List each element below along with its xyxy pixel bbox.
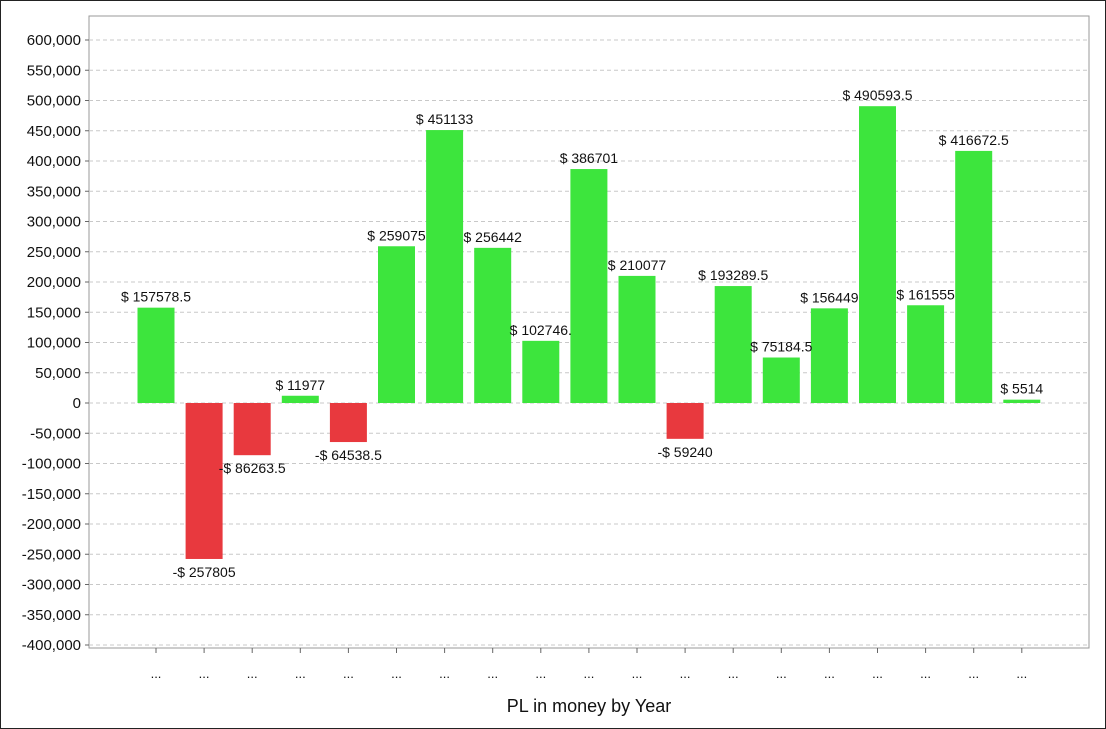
bar xyxy=(1003,399,1041,403)
bar-value-label: $ 451133 xyxy=(416,111,474,127)
bar-value-label: -$ 64538.5 xyxy=(315,447,382,463)
bar xyxy=(810,308,848,403)
bar xyxy=(714,286,752,403)
x-category-label: ... xyxy=(776,666,787,681)
y-tick-label: 150,000 xyxy=(27,304,81,321)
y-tick-label: 500,000 xyxy=(27,93,81,110)
bar-value-label: $ 259075 xyxy=(367,227,426,243)
bar-value-label: $ 5514 xyxy=(1000,381,1043,397)
bar-value-label: $ 157578.5 xyxy=(121,289,191,305)
bar xyxy=(618,275,656,403)
x-category-label: ... xyxy=(632,666,643,681)
x-category-label: ... xyxy=(199,666,210,681)
bar xyxy=(907,305,945,403)
y-tick-label: 0 xyxy=(73,395,81,412)
bar xyxy=(762,357,800,403)
bar-value-label: $ 75184.5 xyxy=(750,339,812,355)
y-tick-label: -100,000 xyxy=(22,456,81,473)
x-category-label: ... xyxy=(439,666,450,681)
y-tick-label: -200,000 xyxy=(22,516,81,533)
bars xyxy=(137,106,1041,559)
x-category-label: ... xyxy=(247,666,258,681)
y-tick-label: -150,000 xyxy=(22,486,81,503)
x-category-label: ... xyxy=(391,666,402,681)
data-labels: $ 157578.5 -$ 257805 -$ 86263.5 $ 11977 -$ 6… xyxy=(121,87,1043,580)
bar xyxy=(185,403,223,559)
bar-value-label: $ 256442 xyxy=(463,229,522,245)
x-category-label: ... xyxy=(968,666,979,681)
x-category-label: ... xyxy=(1016,666,1027,681)
x-category-label: ... xyxy=(151,666,162,681)
y-tick-label: -50,000 xyxy=(30,425,81,442)
x-category-label: ... xyxy=(920,666,931,681)
bar-value-label: -$ 86263.5 xyxy=(219,460,286,476)
x-category-label: ... xyxy=(535,666,546,681)
bar xyxy=(233,403,271,456)
bar xyxy=(955,150,993,403)
bar xyxy=(329,403,367,443)
y-tick-label: -250,000 xyxy=(22,546,81,563)
x-category-label: ... xyxy=(487,666,498,681)
bar-value-label: $ 416672.5 xyxy=(939,132,1009,148)
x-category-label: ... xyxy=(680,666,691,681)
y-tick-label: 400,000 xyxy=(27,153,81,170)
x-category-label: ... xyxy=(824,666,835,681)
bar-value-label: $ 161555 xyxy=(896,286,955,302)
x-category-label: ... xyxy=(583,666,594,681)
x-category-label: ... xyxy=(728,666,739,681)
y-axis-ticks: -400,000 -350,000 -300,000 -250,000 -200,000… xyxy=(22,32,89,654)
y-tick-label: 600,000 xyxy=(27,32,81,49)
bar xyxy=(378,246,415,403)
y-tick-label: 100,000 xyxy=(27,335,81,352)
bar-value-label: -$ 59240 xyxy=(657,444,712,460)
bar xyxy=(474,247,512,403)
x-axis-categories: ........................................… xyxy=(151,648,1027,681)
bar-value-label: $ 11977 xyxy=(276,377,326,393)
y-tick-label: -350,000 xyxy=(22,607,81,624)
y-tick-label: -400,000 xyxy=(22,637,81,654)
bar-value-label: $ 193289.5 xyxy=(698,267,768,283)
y-tick-label: 300,000 xyxy=(27,214,81,231)
bar-value-label: $ 156449 xyxy=(800,289,859,305)
bar xyxy=(666,403,704,439)
y-tick-label: 50,000 xyxy=(35,365,81,382)
x-category-label: ... xyxy=(872,666,883,681)
y-tick-label: 550,000 xyxy=(27,62,81,79)
bar-value-label: $ 102746. xyxy=(510,322,572,338)
x-category-label: ... xyxy=(295,666,306,681)
bar xyxy=(281,395,319,403)
y-tick-label: 200,000 xyxy=(27,274,81,291)
bar-value-label: $ 210077 xyxy=(608,257,667,273)
bar xyxy=(859,106,896,404)
bar-value-label: $ 490593.5 xyxy=(842,87,912,103)
y-tick-label: 450,000 xyxy=(27,123,81,140)
x-axis-title: PL in money by Year xyxy=(507,696,671,716)
bar xyxy=(522,340,560,403)
y-tick-label: 250,000 xyxy=(27,244,81,261)
bar xyxy=(426,130,464,404)
x-category-label: ... xyxy=(343,666,354,681)
bar-value-label: -$ 257805 xyxy=(173,564,236,580)
y-tick-label: -300,000 xyxy=(22,577,81,594)
bar-value-label: $ 386701 xyxy=(560,150,619,166)
y-tick-label: 350,000 xyxy=(27,183,81,200)
bar xyxy=(570,169,608,403)
bar xyxy=(137,307,175,403)
